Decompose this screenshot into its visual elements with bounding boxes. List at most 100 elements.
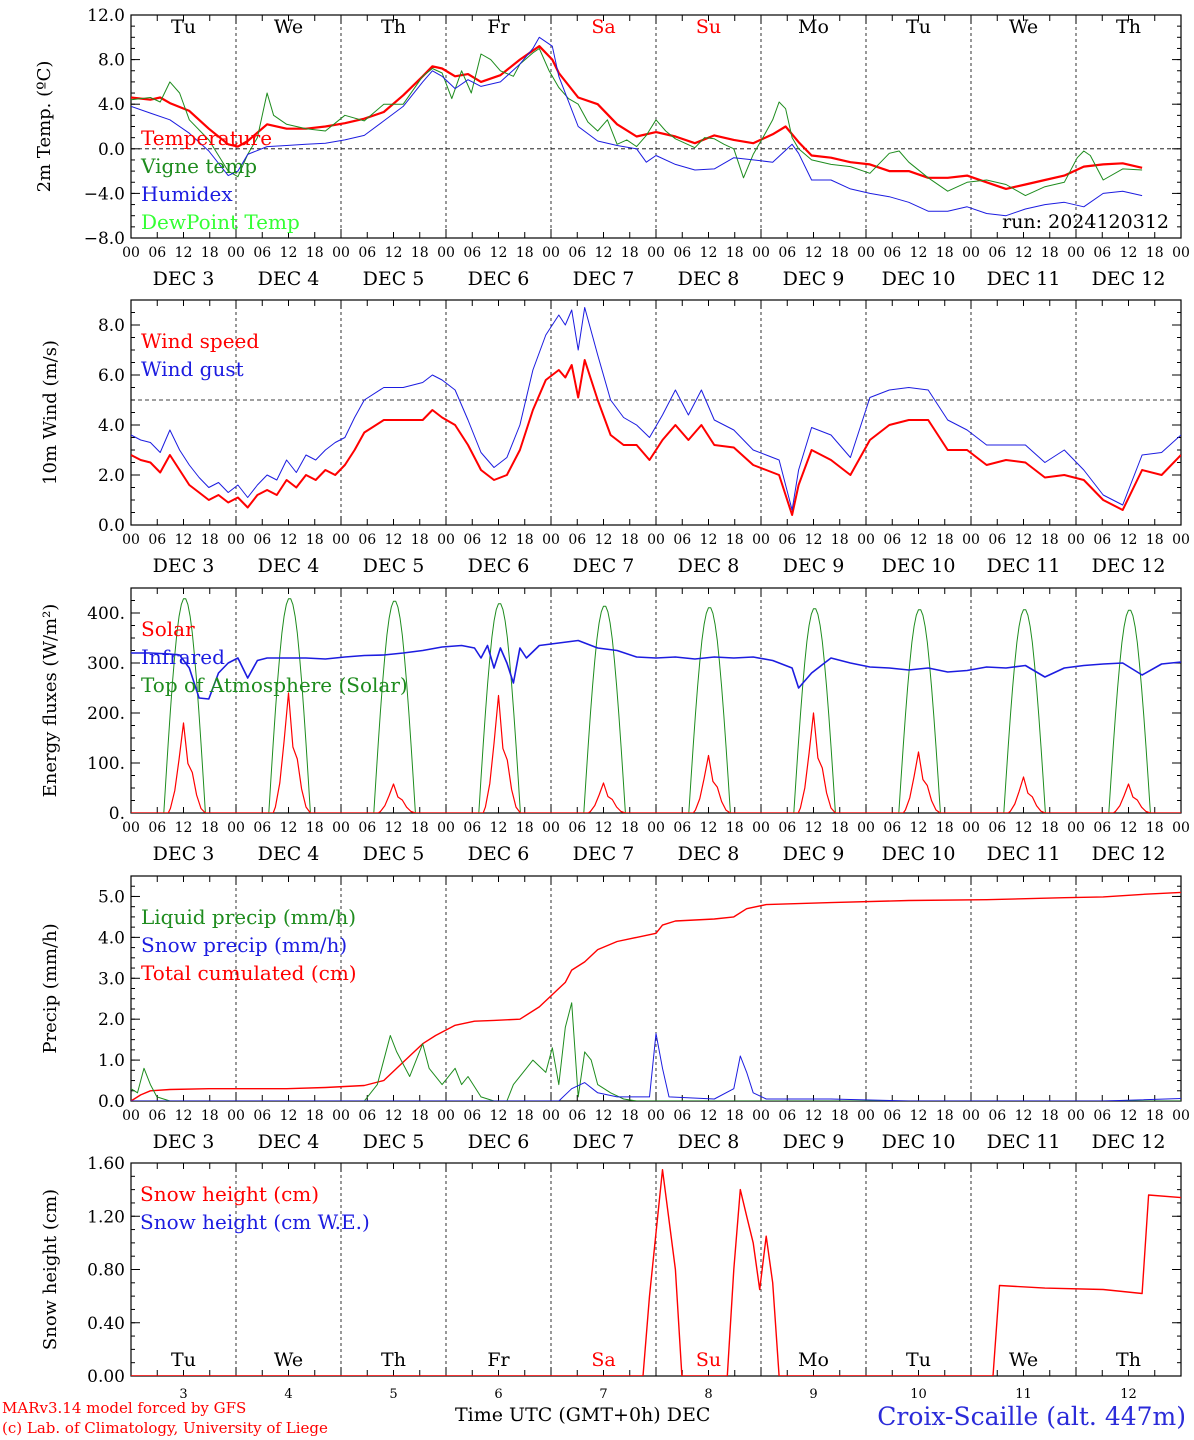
day-name-label: Mo xyxy=(798,16,829,38)
date-label: DEC 9 xyxy=(783,1131,845,1153)
x-hour-label: 00 xyxy=(857,532,875,548)
x-hour-label: 18 xyxy=(621,1108,639,1124)
x-hour-label: 06 xyxy=(778,1108,796,1124)
x-hour-label: 06 xyxy=(568,820,586,836)
plot-frame xyxy=(130,14,1182,239)
day-number-label: 6 xyxy=(494,1387,502,1402)
legend-entry: Top of Atmosphere (Solar) xyxy=(141,673,408,697)
day-name-label: Mo xyxy=(798,1349,829,1371)
y-tick-label: 0.40 xyxy=(87,1314,125,1334)
date-label: DEC 8 xyxy=(678,1131,740,1153)
x-hour-label: 00 xyxy=(437,245,455,261)
x-hour-label: 06 xyxy=(883,245,901,261)
series-line-snow-precip-mm-h- xyxy=(131,1033,1181,1101)
x-hour-label: 00 xyxy=(1067,820,1085,836)
day-number-label: 3 xyxy=(179,1387,187,1402)
station-name: Croix-Scaille (alt. 447m) xyxy=(877,1402,1186,1431)
x-hour-label: 00 xyxy=(542,1108,560,1124)
panel-4: 5.0 4.0 3.0 2.0 1.0 0.0 Precip (mm/h) 00 06 12 18 0… xyxy=(40,875,1190,1153)
date-label: DEC 7 xyxy=(573,1131,635,1153)
x-hour-label: 18 xyxy=(936,820,954,836)
date-label: DEC 6 xyxy=(468,555,530,577)
date-label: DEC 10 xyxy=(882,843,956,865)
x-hour-label: 12 xyxy=(1120,820,1138,836)
x-hour-label: 06 xyxy=(253,1108,271,1124)
x-hour-label: 00 xyxy=(752,532,770,548)
day-name-label: Su xyxy=(696,1349,721,1371)
x-hour-label: 12 xyxy=(700,820,718,836)
x-hour-label: 00 xyxy=(332,820,350,836)
x-hour-label: 06 xyxy=(463,532,481,548)
y-tick-label: 200. xyxy=(87,704,125,724)
x-hour-label: 18 xyxy=(516,820,534,836)
x-hour-label: 18 xyxy=(726,245,744,261)
date-label: DEC 11 xyxy=(987,555,1061,577)
x-hour-label: 00 xyxy=(1172,532,1190,548)
x-hour-label: 06 xyxy=(568,245,586,261)
x-hour-label: 06 xyxy=(673,820,691,836)
x-hour-label: 12 xyxy=(280,1108,298,1124)
x-hour-label: 00 xyxy=(542,245,560,261)
x-hour-label: 12 xyxy=(595,820,613,836)
date-label: DEC 7 xyxy=(573,555,635,577)
x-hour-label: 12 xyxy=(700,245,718,261)
x-hour-label: 00 xyxy=(437,1108,455,1124)
day-name-label: Th xyxy=(1116,1349,1141,1371)
x-hour-label: 18 xyxy=(306,245,324,261)
x-hour-label: 06 xyxy=(778,245,796,261)
x-hour-label: 00 xyxy=(122,1108,140,1124)
y-axis-label: Energy fluxes (W/m²) xyxy=(40,604,61,798)
y-tick-label: 2.0 xyxy=(98,1010,125,1030)
x-hour-label: 00 xyxy=(857,1108,875,1124)
day-number-label: 8 xyxy=(704,1387,712,1402)
x-hour-label: 00 xyxy=(332,532,350,548)
x-hour-label: 12 xyxy=(280,532,298,548)
x-hour-label: 18 xyxy=(726,820,744,836)
day-number-label: 5 xyxy=(389,1387,397,1402)
x-hour-label: 12 xyxy=(1015,245,1033,261)
x-hour-label: 06 xyxy=(148,245,166,261)
x-hour-label: 06 xyxy=(673,532,691,548)
x-hour-label: 06 xyxy=(253,532,271,548)
x-hour-label: 00 xyxy=(857,245,875,261)
day-name-label: Sa xyxy=(591,16,615,38)
x-hour-label: 00 xyxy=(122,820,140,836)
legend-entry: Solar xyxy=(141,617,195,641)
x-hour-label: 12 xyxy=(1015,820,1033,836)
x-hour-label: 18 xyxy=(411,820,429,836)
x-hour-label: 18 xyxy=(516,532,534,548)
legend-entry: Infrared xyxy=(141,645,225,669)
x-hour-label: 12 xyxy=(700,1108,718,1124)
x-hour-label: 18 xyxy=(831,1108,849,1124)
x-hour-label: 12 xyxy=(910,820,928,836)
day-name-label: Th xyxy=(1116,16,1141,38)
series-line-snow-height-cm- xyxy=(131,1168,1181,1376)
x-hour-label: 18 xyxy=(1146,245,1164,261)
legend-entry: Total cumulated (cm) xyxy=(141,961,357,985)
day-name-label: Th xyxy=(381,16,406,38)
series-line-vigne-temp xyxy=(131,48,1143,197)
x-hour-label: 18 xyxy=(831,245,849,261)
x-hour-label: 18 xyxy=(306,532,324,548)
y-tick-label: 0.0 xyxy=(98,1092,125,1112)
x-hour-label: 18 xyxy=(726,532,744,548)
x-hour-label: 06 xyxy=(463,1108,481,1124)
panel-2: 8.0 6.0 4.0 2.0 0.0 10m Wind (m/s) 00 06 12 18 00 0… xyxy=(40,299,1190,577)
date-label: DEC 11 xyxy=(987,843,1061,865)
x-hour-label: 18 xyxy=(306,820,324,836)
x-hour-label: 00 xyxy=(647,245,665,261)
date-label: DEC 9 xyxy=(783,843,845,865)
x-hour-label: 18 xyxy=(1041,1108,1059,1124)
x-hour-label: 06 xyxy=(253,820,271,836)
x-hour-label: 06 xyxy=(358,820,376,836)
x-hour-label: 12 xyxy=(385,820,403,836)
series-line-wind-gust xyxy=(131,307,1181,511)
x-hour-label: 00 xyxy=(962,532,980,548)
day-number-label: 9 xyxy=(809,1387,817,1402)
series-line-infrared xyxy=(131,639,1181,700)
date-label: DEC 8 xyxy=(678,555,740,577)
x-hour-label: 18 xyxy=(201,532,219,548)
y-tick-label: 4.0 xyxy=(98,928,125,948)
x-hour-label: 12 xyxy=(805,820,823,836)
series-line-wind-speed xyxy=(131,359,1181,516)
